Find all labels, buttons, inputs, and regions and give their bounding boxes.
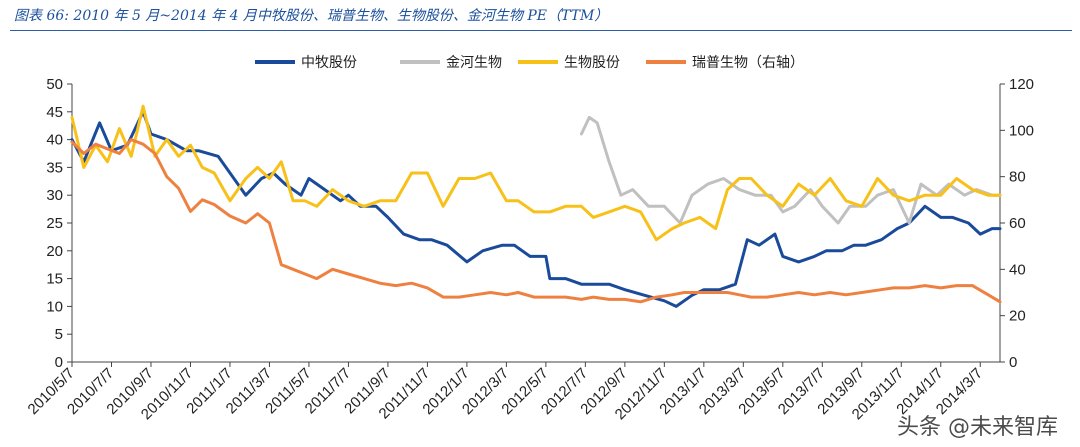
y-left-tick-label: 30 xyxy=(46,187,63,204)
y-left-tick-label: 25 xyxy=(46,215,63,232)
y-left-tick-label: 50 xyxy=(46,76,63,93)
series-line-0 xyxy=(70,110,1002,308)
y-left-tick-label: 15 xyxy=(46,271,63,288)
y-right-tick-label: 80 xyxy=(1009,169,1026,186)
y-left-tick-label: 20 xyxy=(46,243,63,260)
watermark: 头条 @未来智库 xyxy=(897,415,1058,440)
chart-axes: 051015202530354045500204060801001202010/… xyxy=(25,76,1035,423)
y-right-tick-label: 60 xyxy=(1009,215,1026,232)
y-right-tick-label: 0 xyxy=(1009,354,1017,371)
y-right-tick-label: 40 xyxy=(1009,261,1026,278)
y-left-tick-label: 35 xyxy=(46,159,63,176)
chart-series xyxy=(70,104,1002,308)
y-right-tick-label: 120 xyxy=(1009,76,1034,93)
y-left-tick-label: 40 xyxy=(46,132,63,149)
chart-title: 图表 66: 2010 年 5 月~2014 年 4 月中牧股份、瑞普生物、生物… xyxy=(14,8,609,24)
series-line-3 xyxy=(70,138,1002,304)
y-right-tick-label: 100 xyxy=(1009,122,1034,139)
y-left-tick-label: 5 xyxy=(55,326,63,343)
y-left-tick-label: 0 xyxy=(55,354,63,371)
y-left-tick-label: 45 xyxy=(46,104,63,121)
chart-legend: 中牧股份 金河生物 生物股份 瑞普生物（右轴） xyxy=(255,55,804,71)
y-right-tick-label: 20 xyxy=(1009,308,1026,325)
series-line-2 xyxy=(70,104,1002,242)
legend-label-0: 中牧股份 xyxy=(301,55,357,71)
series-line-1 xyxy=(579,115,1002,225)
title-divider xyxy=(10,30,1072,31)
legend-label-2: 生物股份 xyxy=(564,55,620,71)
y-left-tick-label: 10 xyxy=(46,298,63,315)
legend-label-3: 瑞普生物（右轴） xyxy=(692,55,804,71)
legend-label-1: 金河生物 xyxy=(446,55,502,71)
